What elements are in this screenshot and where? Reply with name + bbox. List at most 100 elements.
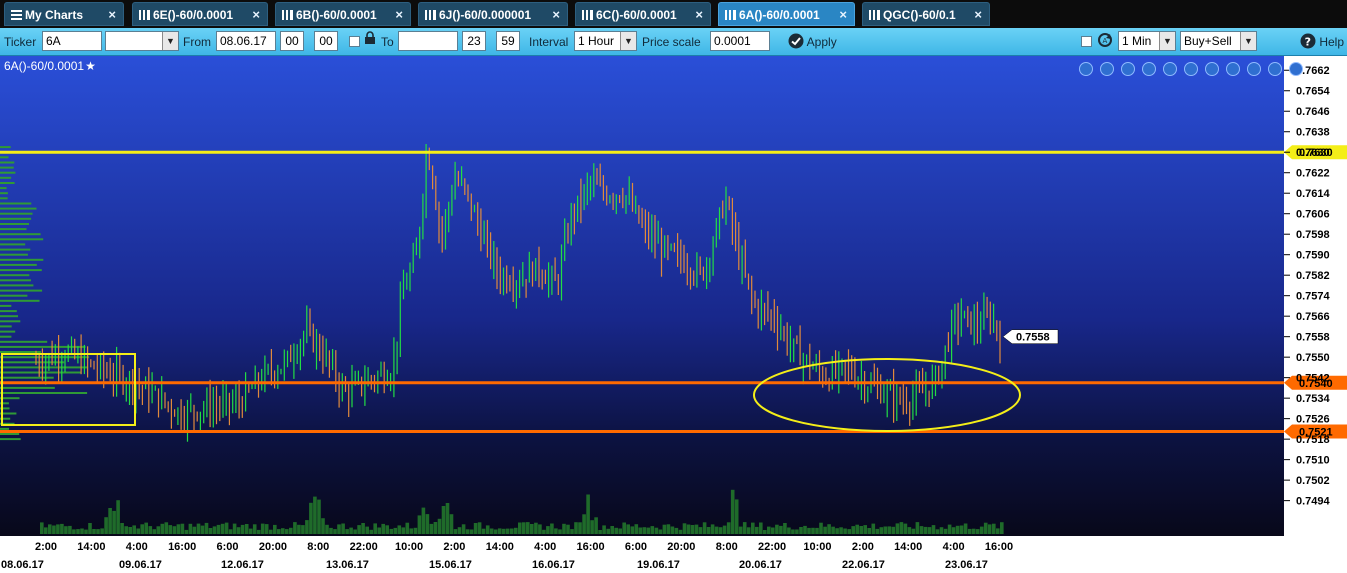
volume-bar bbox=[710, 524, 715, 534]
close-icon[interactable]: × bbox=[974, 7, 982, 22]
tab-6e[interactable]: 6E()-60/0.0001 × bbox=[132, 2, 268, 26]
price-bars bbox=[35, 144, 1001, 442]
volume-bar bbox=[100, 528, 104, 534]
auto-refresh-icon[interactable]: A bbox=[1097, 32, 1113, 52]
to-min-input[interactable]: 59 bbox=[496, 31, 520, 51]
timeframe-select[interactable]: 1 Min ▼ bbox=[1118, 31, 1176, 51]
volume-bar bbox=[935, 529, 940, 534]
volume-bar bbox=[618, 528, 622, 534]
profile-bar bbox=[0, 366, 89, 369]
profile-bar bbox=[0, 202, 32, 205]
volume-bar bbox=[301, 525, 305, 534]
chart-area[interactable]: 0.7630 0.7540 0.7521 0.7558 0.7662 0.7654 0.7… bbox=[0, 56, 1347, 573]
interval-value: 1 Hour bbox=[578, 34, 615, 48]
star-icon[interactable]: ★ bbox=[85, 59, 96, 73]
tab-qgc[interactable]: QGC()-60/0.1 × bbox=[862, 2, 990, 26]
profile-bar bbox=[0, 356, 90, 359]
volume-bar bbox=[369, 529, 373, 534]
volume-bar bbox=[60, 523, 64, 534]
y-tick-label: 0.7494 bbox=[1296, 496, 1331, 508]
chart-title-text: 6A()-60/0.0001 bbox=[4, 59, 85, 73]
tab-label: My Charts bbox=[25, 8, 84, 22]
close-icon[interactable]: × bbox=[395, 7, 403, 22]
volume-bar bbox=[682, 523, 687, 534]
realtime-checkbox[interactable] bbox=[1081, 36, 1092, 47]
profile-bar bbox=[0, 258, 44, 261]
volume-bar bbox=[493, 529, 498, 534]
volume-bar bbox=[751, 522, 755, 534]
apply-button[interactable]: Apply bbox=[788, 32, 837, 52]
volume-bar bbox=[738, 526, 743, 534]
volume-bar bbox=[361, 523, 365, 534]
profile-bar bbox=[0, 397, 20, 400]
volume-bar bbox=[722, 525, 727, 534]
toolbar: Ticker 6A ▼ From 08.06.17 00 00 To 23 59… bbox=[0, 28, 1347, 56]
profile-bar bbox=[0, 248, 31, 251]
volume-bar bbox=[236, 527, 241, 534]
volume-bar bbox=[132, 525, 136, 534]
to-checkbox[interactable] bbox=[349, 36, 360, 47]
refresh-icon[interactable] bbox=[1205, 62, 1219, 76]
pencil-icon[interactable] bbox=[1184, 62, 1198, 76]
x-time-label: 6:00 bbox=[217, 541, 239, 553]
to-hour-input[interactable]: 23 bbox=[462, 31, 486, 51]
from-date-input[interactable]: 08.06.17 bbox=[216, 31, 276, 51]
zoom-reset-icon[interactable] bbox=[1142, 62, 1156, 76]
from-hour-input[interactable]: 00 bbox=[280, 31, 304, 51]
profile-bar bbox=[0, 407, 10, 410]
highlight-ellipse[interactable] bbox=[753, 358, 1021, 432]
help-button[interactable]: ? Help bbox=[1300, 32, 1344, 52]
to-date-input[interactable] bbox=[398, 31, 458, 51]
close-icon[interactable]: × bbox=[695, 7, 703, 22]
profile-bar bbox=[0, 161, 15, 164]
profile-bar bbox=[0, 417, 11, 420]
tab-my-charts[interactable]: My Charts × bbox=[4, 2, 124, 26]
from-label: From bbox=[183, 35, 211, 49]
tab-6b[interactable]: 6B()-60/0.0001 × bbox=[275, 2, 411, 26]
volume-bar bbox=[538, 524, 542, 534]
profile-bar bbox=[0, 289, 43, 292]
ticker-select[interactable]: ▼ bbox=[105, 31, 179, 51]
expand-icon[interactable] bbox=[1247, 62, 1261, 76]
y-tick-label: 0.7662 bbox=[1296, 65, 1330, 77]
highlight-rectangle[interactable] bbox=[1, 353, 136, 426]
zoom-in-icon[interactable] bbox=[1079, 62, 1093, 76]
volume-bar bbox=[333, 529, 337, 534]
tab-6c[interactable]: 6C()-60/0.0001 × bbox=[575, 2, 711, 26]
volume-bar bbox=[297, 524, 301, 534]
volume-bar bbox=[530, 524, 534, 534]
timeframe-value: 1 Min bbox=[1122, 34, 1152, 48]
grid-icon[interactable] bbox=[1163, 62, 1177, 76]
tab-6j[interactable]: 6J()-60/0.000001 × bbox=[418, 2, 568, 26]
interval-select[interactable]: 1 Hour ▼ bbox=[574, 31, 637, 51]
side-select[interactable]: Buy+Sell ▼ bbox=[1180, 31, 1257, 51]
zoom-fit-icon[interactable] bbox=[1121, 62, 1135, 76]
close-icon[interactable]: × bbox=[108, 7, 116, 22]
price-scale-input[interactable]: 0.0001 bbox=[710, 31, 770, 51]
volume-bar bbox=[646, 527, 651, 534]
profile-bar bbox=[0, 299, 40, 302]
close-icon[interactable]: × bbox=[552, 7, 560, 22]
volume-bar bbox=[377, 527, 381, 534]
volume-bar bbox=[598, 530, 602, 534]
close-icon[interactable] bbox=[1268, 62, 1282, 76]
volume-bar bbox=[389, 528, 394, 534]
close-icon[interactable]: × bbox=[252, 7, 260, 22]
close-icon[interactable]: × bbox=[839, 7, 847, 22]
profile-bar bbox=[0, 156, 9, 159]
volume-bar bbox=[489, 528, 494, 534]
tab-6a[interactable]: 6A()-60/0.0001 × bbox=[718, 2, 855, 26]
lock-icon[interactable] bbox=[364, 31, 376, 51]
volume-bar bbox=[883, 526, 888, 534]
x-time-label: 14:00 bbox=[486, 541, 514, 553]
dropdown-icon[interactable] bbox=[1289, 62, 1303, 76]
settings-icon[interactable] bbox=[1226, 62, 1240, 76]
from-min-input[interactable]: 00 bbox=[314, 31, 338, 51]
volume-bar bbox=[469, 529, 474, 534]
ticker-input[interactable]: 6A bbox=[42, 31, 102, 51]
profile-bar bbox=[0, 402, 9, 405]
volume-bar bbox=[975, 529, 980, 534]
volume-bar bbox=[264, 524, 269, 534]
zoom-out-icon[interactable] bbox=[1100, 62, 1114, 76]
